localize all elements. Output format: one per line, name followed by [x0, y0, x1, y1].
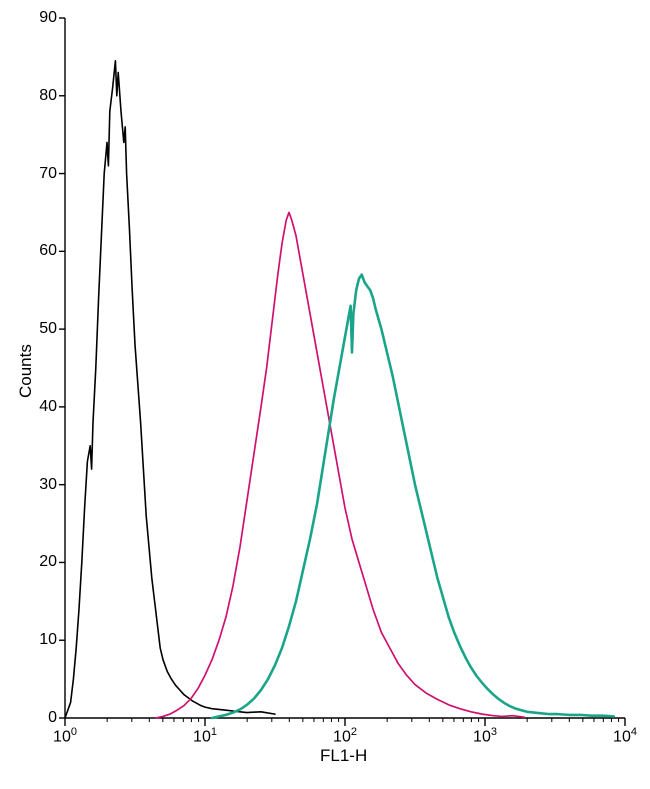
y-tick-label: 30: [17, 476, 57, 494]
y-tick-label: 50: [17, 320, 57, 338]
y-tick-label: 60: [17, 242, 57, 260]
series-magenta: [156, 212, 524, 718]
y-axis-label: Counts: [16, 344, 36, 398]
y-tick-label: 90: [17, 9, 57, 27]
x-tick-label: 100: [53, 726, 77, 746]
x-tick-label: 102: [333, 726, 357, 746]
series-black: [65, 61, 275, 718]
series-teal: [212, 275, 614, 718]
x-tick-label: 101: [193, 726, 217, 746]
flow-cytometry-histogram: Counts FL1-H 0 10 20 30 40 50 60 70 80 90 100 101 1…: [0, 0, 650, 789]
x-tick-label: 103: [473, 726, 497, 746]
y-tick-label: 80: [17, 87, 57, 105]
y-tick-label: 0: [17, 709, 57, 727]
y-tick-label: 10: [17, 631, 57, 649]
y-tick-label: 20: [17, 553, 57, 571]
y-tick-label: 70: [17, 165, 57, 183]
x-axis-label: FL1-H: [320, 746, 367, 766]
x-tick-label: 104: [613, 726, 637, 746]
chart-svg: [0, 0, 650, 789]
y-tick-label: 40: [17, 398, 57, 416]
